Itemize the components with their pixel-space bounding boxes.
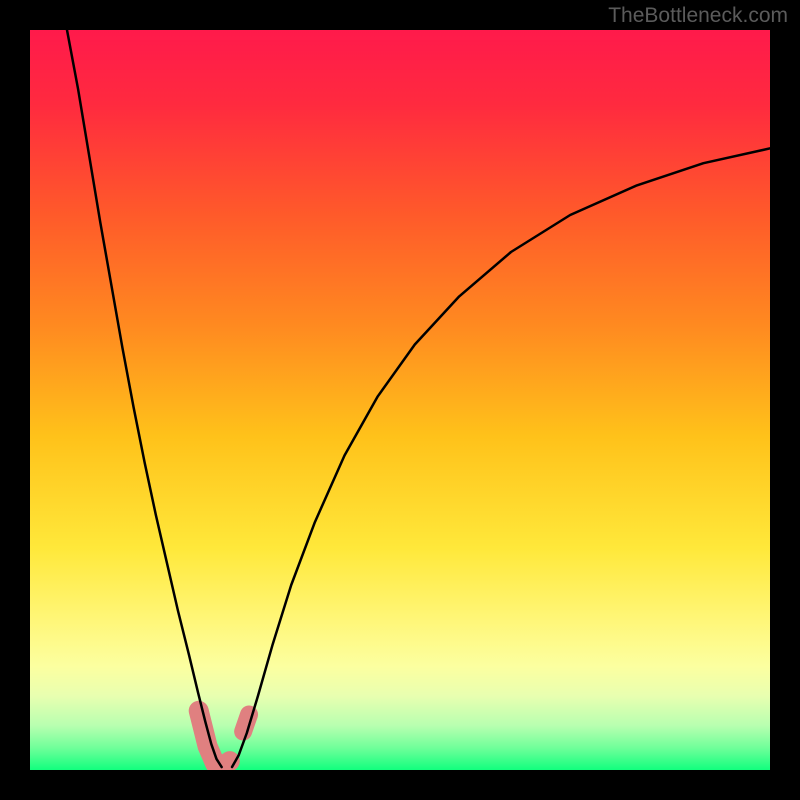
curve-right — [232, 148, 770, 767]
watermark-text: TheBottleneck.com — [608, 4, 788, 28]
curve-left — [67, 30, 222, 767]
plot-area — [30, 30, 770, 770]
curve-layer — [30, 30, 770, 770]
chart-frame: TheBottleneck.com — [0, 0, 800, 800]
